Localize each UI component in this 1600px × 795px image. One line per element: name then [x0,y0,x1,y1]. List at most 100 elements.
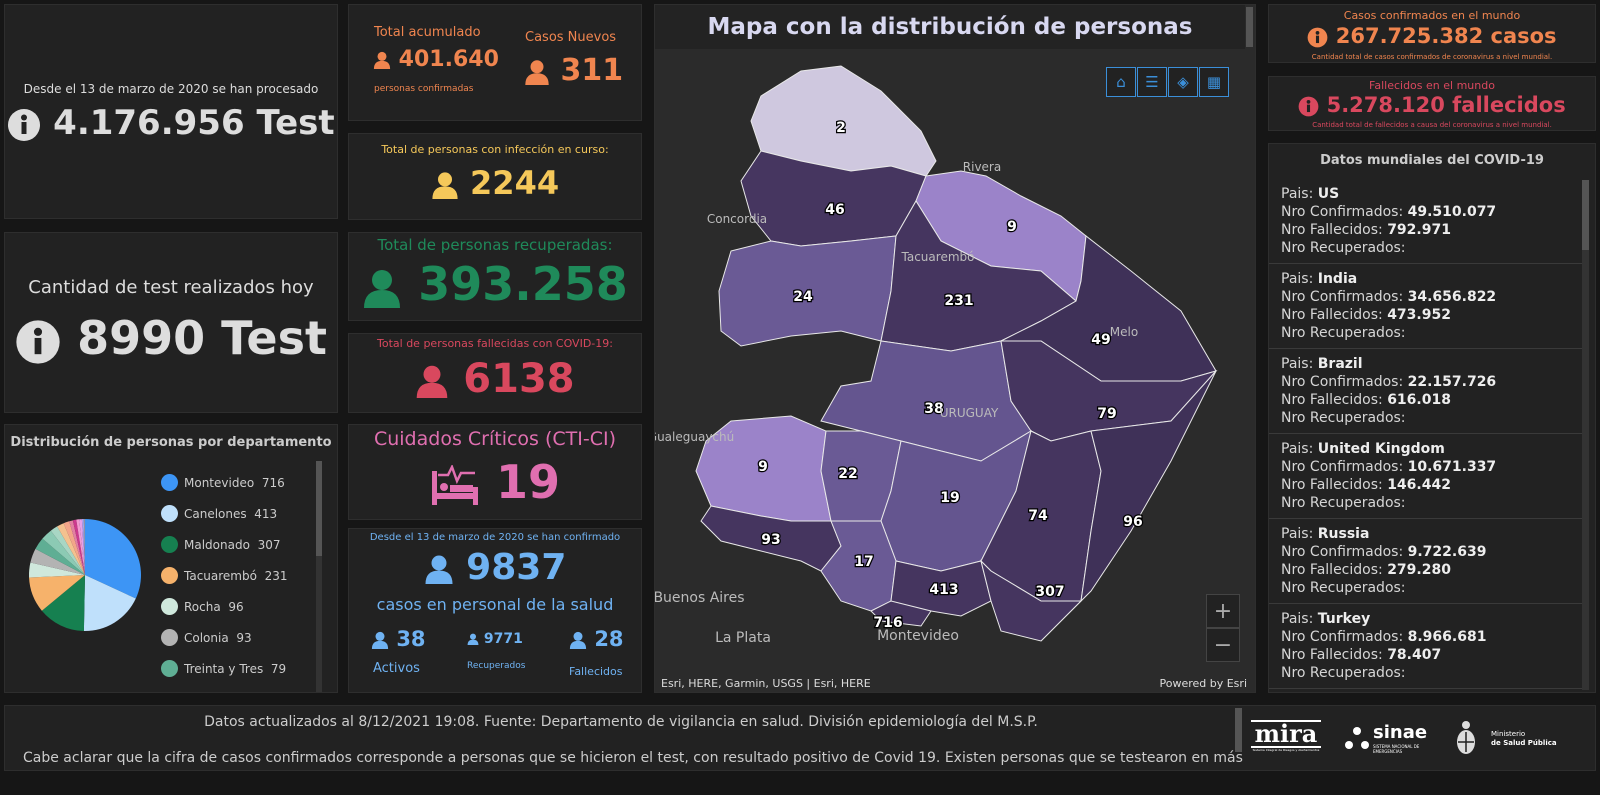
pie-slice[interactable] [72,519,85,575]
map-department[interactable] [870,600,932,627]
zoom-in-button[interactable]: + [1206,594,1240,628]
salud-value: 9837 [466,547,567,588]
legend-item[interactable]: Maldonado 307 [161,529,288,560]
city-label: Buenos Aires [655,590,745,606]
legend-value: 96 [228,599,244,614]
map-department[interactable] [1040,370,1217,642]
legend-label: Canelones [184,506,247,521]
fallecidos-value: 28 [594,627,624,651]
city-label: Melo [1110,325,1138,339]
country-deaths: 616.018 [1387,392,1451,408]
recuperadas-value: 393.258 [418,257,628,311]
legend-value: 716 [261,475,285,490]
country-confirmed: 10.671.337 [1407,459,1497,475]
confirmados-label: Nro Confirmados: [1281,374,1408,390]
dept-chart-panel: Distribución de personas por departament… [4,424,338,693]
hospital-bed-icon [431,464,478,505]
tests-today-value: 8990 Test [77,311,327,365]
footer-line2: Cabe aclarar que la cifra de casos confi… [23,750,1243,766]
legend-value: 93 [236,630,252,645]
confirmados-label: Nro Confirmados: [1281,544,1408,560]
fallecidos-label: Nro Fallecidos: [1281,307,1388,323]
confirmados-label: Nro Confirmados: [1281,204,1408,220]
department-count-label: 79 [1097,406,1116,422]
pie-slice[interactable] [69,520,85,575]
pie-slice[interactable] [79,519,85,575]
pie-slice[interactable] [63,521,85,575]
powered-by-esri[interactable]: Powered by Esri [1159,677,1247,690]
pie-slice[interactable] [29,575,85,611]
pais-label: Pais: [1281,186,1318,202]
legend-scrollbar[interactable] [316,461,322,692]
legend-item[interactable]: Tacuarembó 231 [161,560,288,591]
dept-chart-title: Distribución de personas por departament… [10,435,332,450]
pie-slice[interactable] [76,519,85,575]
list-button[interactable]: ☰ [1137,67,1167,97]
country-deaths: 473.952 [1387,307,1451,323]
legend-swatch [161,598,178,615]
country-row[interactable]: Pais: US Nro Confirmados: 49.510.077 Nro… [1269,179,1583,264]
pie-slice[interactable] [57,523,85,575]
world-list-scrollbar[interactable] [1582,180,1589,690]
pie-slice[interactable] [50,526,85,575]
map-panel: 2 46 9 24 231 49 38 79 9 22 19 74 96 93 17 413 307 716 Con… [654,4,1256,693]
fallecidos-label: Nro Fallecidos: [1281,477,1388,493]
pie-slice[interactable] [30,548,86,575]
legend-label: Maldonado [184,537,250,552]
recuperados-label: Nro Recuperados: [1281,580,1406,596]
person-icon [467,633,479,645]
country-row[interactable]: Pais: United Kingdom Nro Confirmados: 10… [1269,434,1583,519]
map-canvas[interactable]: 2 46 9 24 231 49 38 79 9 22 19 74 96 93 17 413 307 716 Con… [655,5,1256,693]
pie-slice[interactable] [85,519,141,599]
department-count-label: 19 [940,490,959,506]
legend-item[interactable]: Colonia 93 [161,622,288,653]
pais-label: Pais: [1281,526,1318,542]
country-row[interactable]: Pais: Turkey Nro Confirmados: 8.966.681 … [1269,604,1583,689]
qr-button[interactable]: ▦ [1199,67,1229,97]
info-icon [1308,27,1328,47]
pie-slice[interactable] [83,575,136,631]
recuperados-label: Nro Recuperados: [1281,665,1406,681]
person-icon [364,269,401,308]
country-confirmed: 8.966.681 [1407,629,1487,645]
fallecidos-label: Nro Fallecidos: [1281,392,1388,408]
legend-item[interactable]: Canelones 413 [161,498,288,529]
legend-swatch [161,505,178,522]
qr-icon: ▦ [1206,73,1222,91]
pie-slice[interactable] [35,538,85,575]
pie-slice[interactable] [83,519,85,575]
person-icon [417,365,448,398]
layers-button[interactable]: ◈ [1168,67,1198,97]
tests-total-caption: Desde el 13 de marzo de 2020 se han proc… [23,82,319,96]
country-deaths: 279.280 [1387,562,1451,578]
recuperados-value: 9771 [483,631,523,647]
department-count-label: 9 [758,459,768,475]
pie-slice[interactable] [81,519,85,575]
department-count-label: 74 [1028,508,1048,524]
en-curso-title: Total de personas con infección en curso… [381,143,609,156]
world-deaths-value: 5.278.120 fallecidos [1326,93,1566,117]
legend-item[interactable]: Rocha 96 [161,591,288,622]
pie-slice[interactable] [29,562,85,578]
city-label: Tacuarembó [901,250,975,264]
legend-item[interactable]: Montevideo 716 [161,467,288,498]
mira-logo: mira Sistema Integral de Riesgos y Alert… [1251,719,1321,752]
pie-slice[interactable] [41,575,85,631]
legend-item[interactable]: Treinta y Tres 79 [161,653,288,684]
country-row[interactable]: Pais: India Nro Confirmados: 34.656.822 … [1269,264,1583,349]
world-list-panel: Datos mundiales del COVID-19 Pais: US Nr… [1268,143,1596,693]
map-department[interactable] [980,559,1083,642]
country-row[interactable]: Pais: Brazil Nro Confirmados: 22.157.726… [1269,349,1583,434]
cti-title: Cuidados Críticos (CTI-CI) [373,428,617,450]
home-button[interactable]: ⌂ [1106,67,1136,97]
fallecidos-label: Nro Fallecidos: [1281,647,1388,663]
info-icon [8,108,41,141]
zoom-out-button[interactable]: − [1206,628,1240,662]
footer-scrollbar[interactable] [1235,708,1242,752]
map-scrollbar[interactable] [1246,7,1253,47]
legend-label: Rocha [184,599,221,614]
pie-slice[interactable] [42,530,85,575]
country-row[interactable]: Pais: Russia Nro Confirmados: 9.722.639 … [1269,519,1583,604]
city-label: Rivera [963,160,1001,174]
confirmados-label: Nro Confirmados: [1281,629,1408,645]
